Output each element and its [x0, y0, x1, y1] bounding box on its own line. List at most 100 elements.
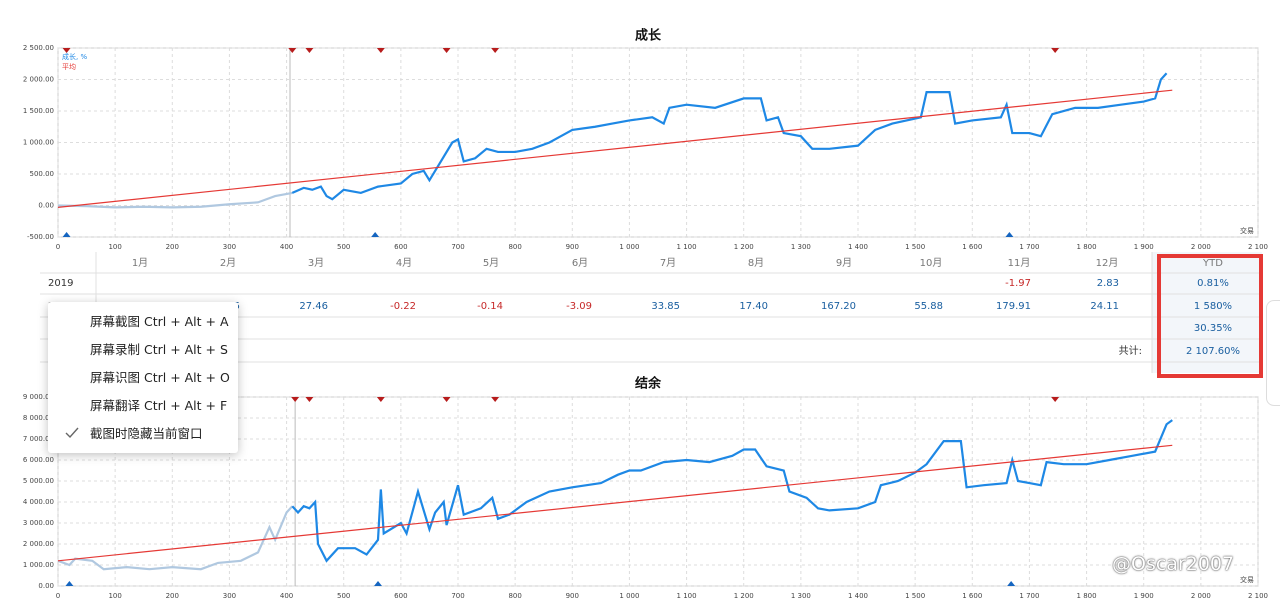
trade-marker — [62, 232, 71, 237]
column-header: 10月 — [920, 257, 943, 269]
y-tick-label: 1 000.00 — [23, 139, 54, 147]
trade-marker — [62, 48, 71, 53]
trade-marker — [1005, 232, 1014, 237]
x-tick-label: 1 500 — [905, 243, 925, 251]
x-tick-label: 300 — [223, 592, 236, 600]
x-tick-label: 2 100 — [1248, 243, 1268, 251]
table-cell: 27.46 — [299, 301, 328, 312]
x-tick-label: 1 400 — [848, 592, 868, 600]
column-header: 11月 — [1008, 257, 1031, 269]
column-header: 6月 — [572, 257, 588, 269]
x-tick-label: 1 600 — [962, 243, 982, 251]
x-tick-label: 2 000 — [1191, 592, 1211, 600]
series-line — [291, 419, 1173, 563]
menu-item[interactable]: 屏幕截图 Ctrl + Alt + A — [90, 314, 229, 329]
x-tick-label: 600 — [394, 592, 407, 600]
y-tick-label: 6 000.00 — [23, 456, 54, 464]
menu-item[interactable]: 屏幕翻译 Ctrl + Alt + F — [90, 398, 228, 413]
watermark: @Oscar2007 — [1112, 553, 1235, 575]
table-cell: -0.14 — [477, 301, 503, 312]
x-tick-label: 1 000 — [619, 592, 639, 600]
x-tick-label: 1 800 — [1077, 243, 1097, 251]
x-tick-label: 1 200 — [734, 592, 754, 600]
table-cell: -1.97 — [1005, 278, 1031, 289]
side-panel — [1266, 300, 1280, 406]
x-tick-label: 600 — [394, 243, 407, 251]
x-tick-label: 1 200 — [734, 243, 754, 251]
x-tick-label: 200 — [166, 243, 179, 251]
x-tick-label: 200 — [166, 592, 179, 600]
x-axis-label: 交易 — [1240, 575, 1254, 584]
column-header: 2月 — [220, 257, 236, 269]
y-tick-label: 2 000.00 — [23, 540, 54, 548]
context-menu: 屏幕截图 Ctrl + Alt + A 屏幕录制 Ctrl + Alt + S … — [48, 302, 238, 453]
x-tick-label: 100 — [108, 243, 121, 251]
table-cell: 33.85 — [651, 301, 680, 312]
x-tick-label: 1 500 — [905, 592, 925, 600]
trade-marker — [442, 397, 451, 402]
trade-marker — [1007, 581, 1016, 586]
column-header: YTD — [1202, 258, 1223, 269]
series-line — [57, 89, 1173, 208]
column-header: 7月 — [660, 257, 676, 269]
y-tick-label: 500.00 — [30, 170, 55, 178]
trade-marker — [1051, 48, 1060, 53]
x-tick-label: 800 — [508, 243, 521, 251]
check-icon — [65, 427, 79, 439]
x-tick-label: 700 — [451, 243, 464, 251]
x-tick-label: 1 100 — [677, 592, 697, 600]
x-tick-label: 800 — [508, 592, 521, 600]
x-tick-label: 1 800 — [1077, 592, 1097, 600]
x-tick-label: 1 300 — [791, 243, 811, 251]
ytd-column — [1152, 252, 1262, 373]
row-label: 2019 — [48, 278, 73, 289]
x-tick-label: 700 — [451, 592, 464, 600]
series-line — [57, 505, 294, 571]
chart-title: 结余 — [635, 376, 662, 392]
menu-item[interactable]: 截图时隐藏当前窗口 — [90, 426, 203, 441]
trade-marker — [376, 397, 385, 402]
table-cell: 167.20 — [821, 301, 856, 312]
table-cell: -3.09 — [566, 301, 592, 312]
series-line — [291, 72, 1168, 201]
column-header: 3月 — [308, 257, 324, 269]
x-tick-label: 1 900 — [1134, 592, 1154, 600]
menu-item[interactable]: 屏幕录制 Ctrl + Alt + S — [90, 342, 228, 357]
trade-marker — [305, 397, 314, 402]
x-tick-label: 1 600 — [962, 592, 982, 600]
menu-item[interactable]: 屏幕识图 Ctrl + Alt + O — [90, 370, 230, 385]
y-tick-label: 9 000.00 — [23, 393, 54, 401]
x-tick-label: 2 000 — [1191, 243, 1211, 251]
y-tick-label: -500.00 — [27, 233, 54, 241]
trade-marker — [374, 581, 382, 586]
x-tick-label: 1 000 — [619, 243, 639, 251]
x-tick-label: 900 — [566, 243, 579, 251]
column-header: 12月 — [1096, 257, 1119, 269]
y-tick-label: 3 000.00 — [23, 519, 54, 527]
column-header: 8月 — [748, 257, 764, 269]
series-line — [57, 444, 1173, 562]
trade-marker — [442, 48, 451, 53]
x-tick-label: 500 — [337, 592, 350, 600]
x-tick-label: 0 — [56, 592, 60, 600]
x-tick-label: 1 900 — [1134, 243, 1154, 251]
table-cell: 24.11 — [1090, 301, 1119, 312]
trade-marker — [1051, 397, 1060, 402]
y-tick-label: 7 000.00 — [23, 435, 54, 443]
trade-marker — [291, 397, 300, 402]
trade-marker — [305, 48, 314, 53]
table-cell: 1 580% — [1194, 301, 1232, 312]
x-tick-label: 1 700 — [1019, 592, 1039, 600]
x-tick-label: 1 300 — [791, 592, 811, 600]
x-tick-label: 300 — [223, 243, 236, 251]
y-tick-label: 0.00 — [38, 202, 54, 210]
table-cell: 2.83 — [1097, 278, 1119, 289]
table-cell: 179.91 — [996, 301, 1031, 312]
column-header: 4月 — [396, 257, 412, 269]
plot-area — [57, 396, 1259, 587]
x-tick-label: 1 700 — [1019, 243, 1039, 251]
total-value: 2 107.60% — [1186, 346, 1240, 357]
y-tick-label: 2 000.00 — [23, 76, 54, 84]
x-tick-label: 100 — [108, 592, 121, 600]
